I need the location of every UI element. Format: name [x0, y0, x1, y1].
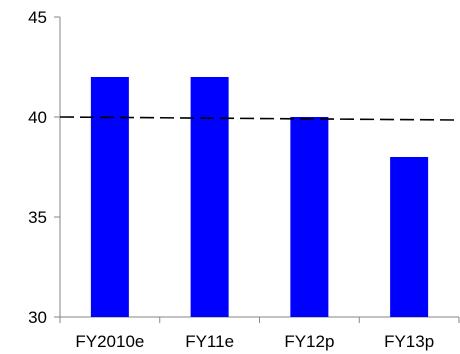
bar-fy2010e	[90, 77, 129, 317]
bars	[90, 77, 429, 317]
y-tick-label: 30	[28, 308, 47, 327]
reference-line	[59, 116, 456, 121]
x-category-label: FY11e	[185, 332, 234, 351]
y-tick-label: 40	[28, 108, 47, 127]
x-category-label: FY2010e	[75, 332, 144, 351]
y-tick-label: 35	[28, 208, 47, 227]
bar-fy13p	[390, 157, 429, 317]
bar-fy11e	[190, 77, 229, 317]
reference-line-group	[59, 116, 456, 121]
y-tick-label: 45	[28, 8, 47, 27]
x-axis: FY2010e FY11e FY12p FY13p	[59, 316, 460, 351]
x-category-label: FY12p	[284, 332, 334, 351]
y-axis: 30 35 40 45	[28, 8, 61, 327]
bar-fy12p	[290, 117, 329, 317]
x-category-label: FY13p	[384, 332, 434, 351]
